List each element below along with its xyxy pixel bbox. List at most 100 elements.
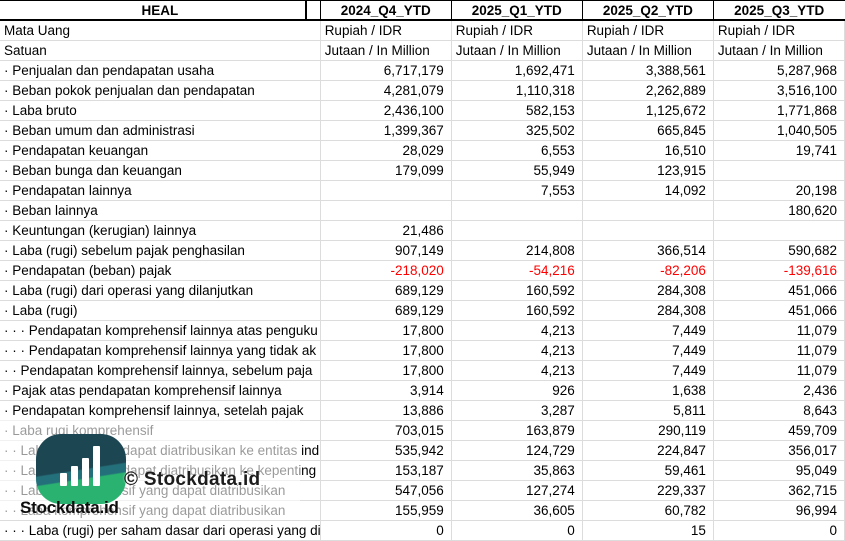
cell-value: 6,553 <box>451 140 583 161</box>
cell-value: 214,808 <box>451 240 583 261</box>
stockdata-logo-icon <box>36 434 126 504</box>
cell-value: 1,040,505 <box>713 120 845 141</box>
row-label: · Pendapatan komprehensif lainnya, setel… <box>0 400 321 421</box>
table-row: · · · Pendapatan komprehensif lainnya ya… <box>0 340 845 361</box>
row-label: · · Pendapatan komprehensif lainnya, seb… <box>0 360 321 381</box>
table-row: · Keuntungan (kerugian) lainnya 21,486 <box>0 220 845 241</box>
table-row: · Pajak atas pendapatan komprehensif lai… <box>0 380 845 401</box>
cell-value: 284,308 <box>582 280 714 301</box>
cell-value: 290,119 <box>582 420 714 441</box>
cell-value: 3,388,561 <box>582 60 714 81</box>
cell-value: 1,638 <box>582 380 714 401</box>
cell-value: 4,213 <box>451 340 583 361</box>
row-label: · Beban umum dan administrasi <box>0 120 321 141</box>
cell-value: -82,206 <box>582 260 714 281</box>
cell-value: 4,213 <box>451 320 583 341</box>
cell-value: 19,741 <box>713 140 845 161</box>
row-label: · Laba (rugi) dari operasi yang dilanjut… <box>0 280 321 301</box>
cell-value: 7,553 <box>451 180 583 201</box>
table-row: · Beban lainnya 180,620 <box>0 200 845 221</box>
cell-value: 155,959 <box>320 500 452 521</box>
cell-value: 4,213 <box>451 360 583 381</box>
row-label: · · · Pendapatan komprehensif lainnya at… <box>0 320 321 341</box>
cell-value: 13,886 <box>320 400 452 421</box>
cell-value: 35,863 <box>451 460 583 481</box>
table-row: · · Laba (rugi) yang dapat diatribusikan… <box>0 440 845 461</box>
row-label: · Pendapatan keuangan <box>0 140 321 161</box>
cell-value <box>451 200 583 221</box>
cell-value: 17,800 <box>320 360 452 381</box>
table-row: · Pendapatan komprehensif lainnya, setel… <box>0 400 845 421</box>
cell-value <box>713 220 845 241</box>
table-row: · Laba (rugi) 689,129 160,592 284,308 451,06… <box>0 300 845 321</box>
cell-value: 3,287 <box>451 400 583 421</box>
cell-value: 451,066 <box>713 280 845 301</box>
cell-value: 11,079 <box>713 340 845 361</box>
ticker-header: HEAL <box>0 0 321 21</box>
cell-value: 535,942 <box>320 440 452 461</box>
cell-value: -54,216 <box>451 260 583 281</box>
cell-value: 6,717,179 <box>320 60 452 81</box>
table-row: · Laba (rugi) sebelum pajak penghasilan 9… <box>0 240 845 261</box>
cell-value: 36,605 <box>451 500 583 521</box>
cell-value: 0 <box>713 520 845 541</box>
cell-value: 1,692,471 <box>451 60 583 81</box>
cell-value: Rupiah / IDR <box>451 20 583 41</box>
table-row: · Penjualan dan pendapatan usaha 6,717,17… <box>0 60 845 81</box>
copyright-watermark: © Stockdata.id <box>124 469 261 490</box>
cell-value: 689,129 <box>320 280 452 301</box>
cell-value: 2,436,100 <box>320 100 452 121</box>
cell-value: 229,337 <box>582 480 714 501</box>
table-row: · Beban bunga dan keuangan 179,099 55,949 1… <box>0 160 845 181</box>
row-label: · Laba bruto <box>0 100 321 121</box>
cell-value: 124,729 <box>451 440 583 461</box>
cell-value: 180,620 <box>713 200 845 221</box>
row-label: · Penjualan dan pendapatan usaha <box>0 60 321 81</box>
cell-value: 2,262,889 <box>582 80 714 101</box>
cell-value: 590,682 <box>713 240 845 261</box>
cell-value: Jutaan / In Million <box>713 40 845 61</box>
table-row: · Beban pokok penjualan dan pendapatan 4,… <box>0 80 845 101</box>
cell-value: 459,709 <box>713 420 845 441</box>
cell-value: 127,274 <box>451 480 583 501</box>
table-row: Satuan Jutaan / In Million Jutaan / In Mil… <box>0 40 845 61</box>
cell-value: 55,949 <box>451 160 583 181</box>
cell-value: 59,461 <box>582 460 714 481</box>
column-header: 2025_Q2_YTD <box>581 0 714 21</box>
row-label: · · · Laba (rugi) per saham dasar dari o… <box>0 520 321 541</box>
cell-value: 547,056 <box>320 480 452 501</box>
cell-value: 3,914 <box>320 380 452 401</box>
cell-value: 28,029 <box>320 140 452 161</box>
cell-value: 123,915 <box>582 160 714 181</box>
cell-value <box>320 200 452 221</box>
cell-value: 1,399,367 <box>320 120 452 141</box>
cell-value: 2,436 <box>713 380 845 401</box>
row-label: · Pajak atas pendapatan komprehensif lai… <box>0 380 321 401</box>
cell-value: 926 <box>451 380 583 401</box>
table-row: · Laba rugi komprehensif 703,015 163,879 29… <box>0 420 845 441</box>
table-row: · Beban umum dan administrasi 1,399,367 32… <box>0 120 845 141</box>
cell-value: 665,845 <box>582 120 714 141</box>
cell-value <box>582 220 714 241</box>
cell-value: Rupiah / IDR <box>582 20 714 41</box>
row-label: · Beban pokok penjualan dan pendapatan <box>0 80 321 101</box>
cell-value: -139,616 <box>713 260 845 281</box>
row-label: · Laba (rugi) sebelum pajak penghasilan <box>0 240 321 261</box>
table-row: · · Pendapatan komprehensif lainnya, seb… <box>0 360 845 381</box>
cell-value: 15 <box>582 520 714 541</box>
cell-value: 96,994 <box>713 500 845 521</box>
row-label: · Beban bunga dan keuangan <box>0 160 321 181</box>
cell-value: Jutaan / In Million <box>582 40 714 61</box>
cell-value: 7,449 <box>582 360 714 381</box>
cell-value: 11,079 <box>713 320 845 341</box>
cell-value: 689,129 <box>320 300 452 321</box>
cell-value: 160,592 <box>451 300 583 321</box>
cell-value: 356,017 <box>713 440 845 461</box>
cell-value: 1,125,672 <box>582 100 714 121</box>
cell-value: Rupiah / IDR <box>320 20 452 41</box>
cell-value: 4,281,079 <box>320 80 452 101</box>
cell-value: 163,879 <box>451 420 583 441</box>
cell-value: 17,800 <box>320 340 452 361</box>
